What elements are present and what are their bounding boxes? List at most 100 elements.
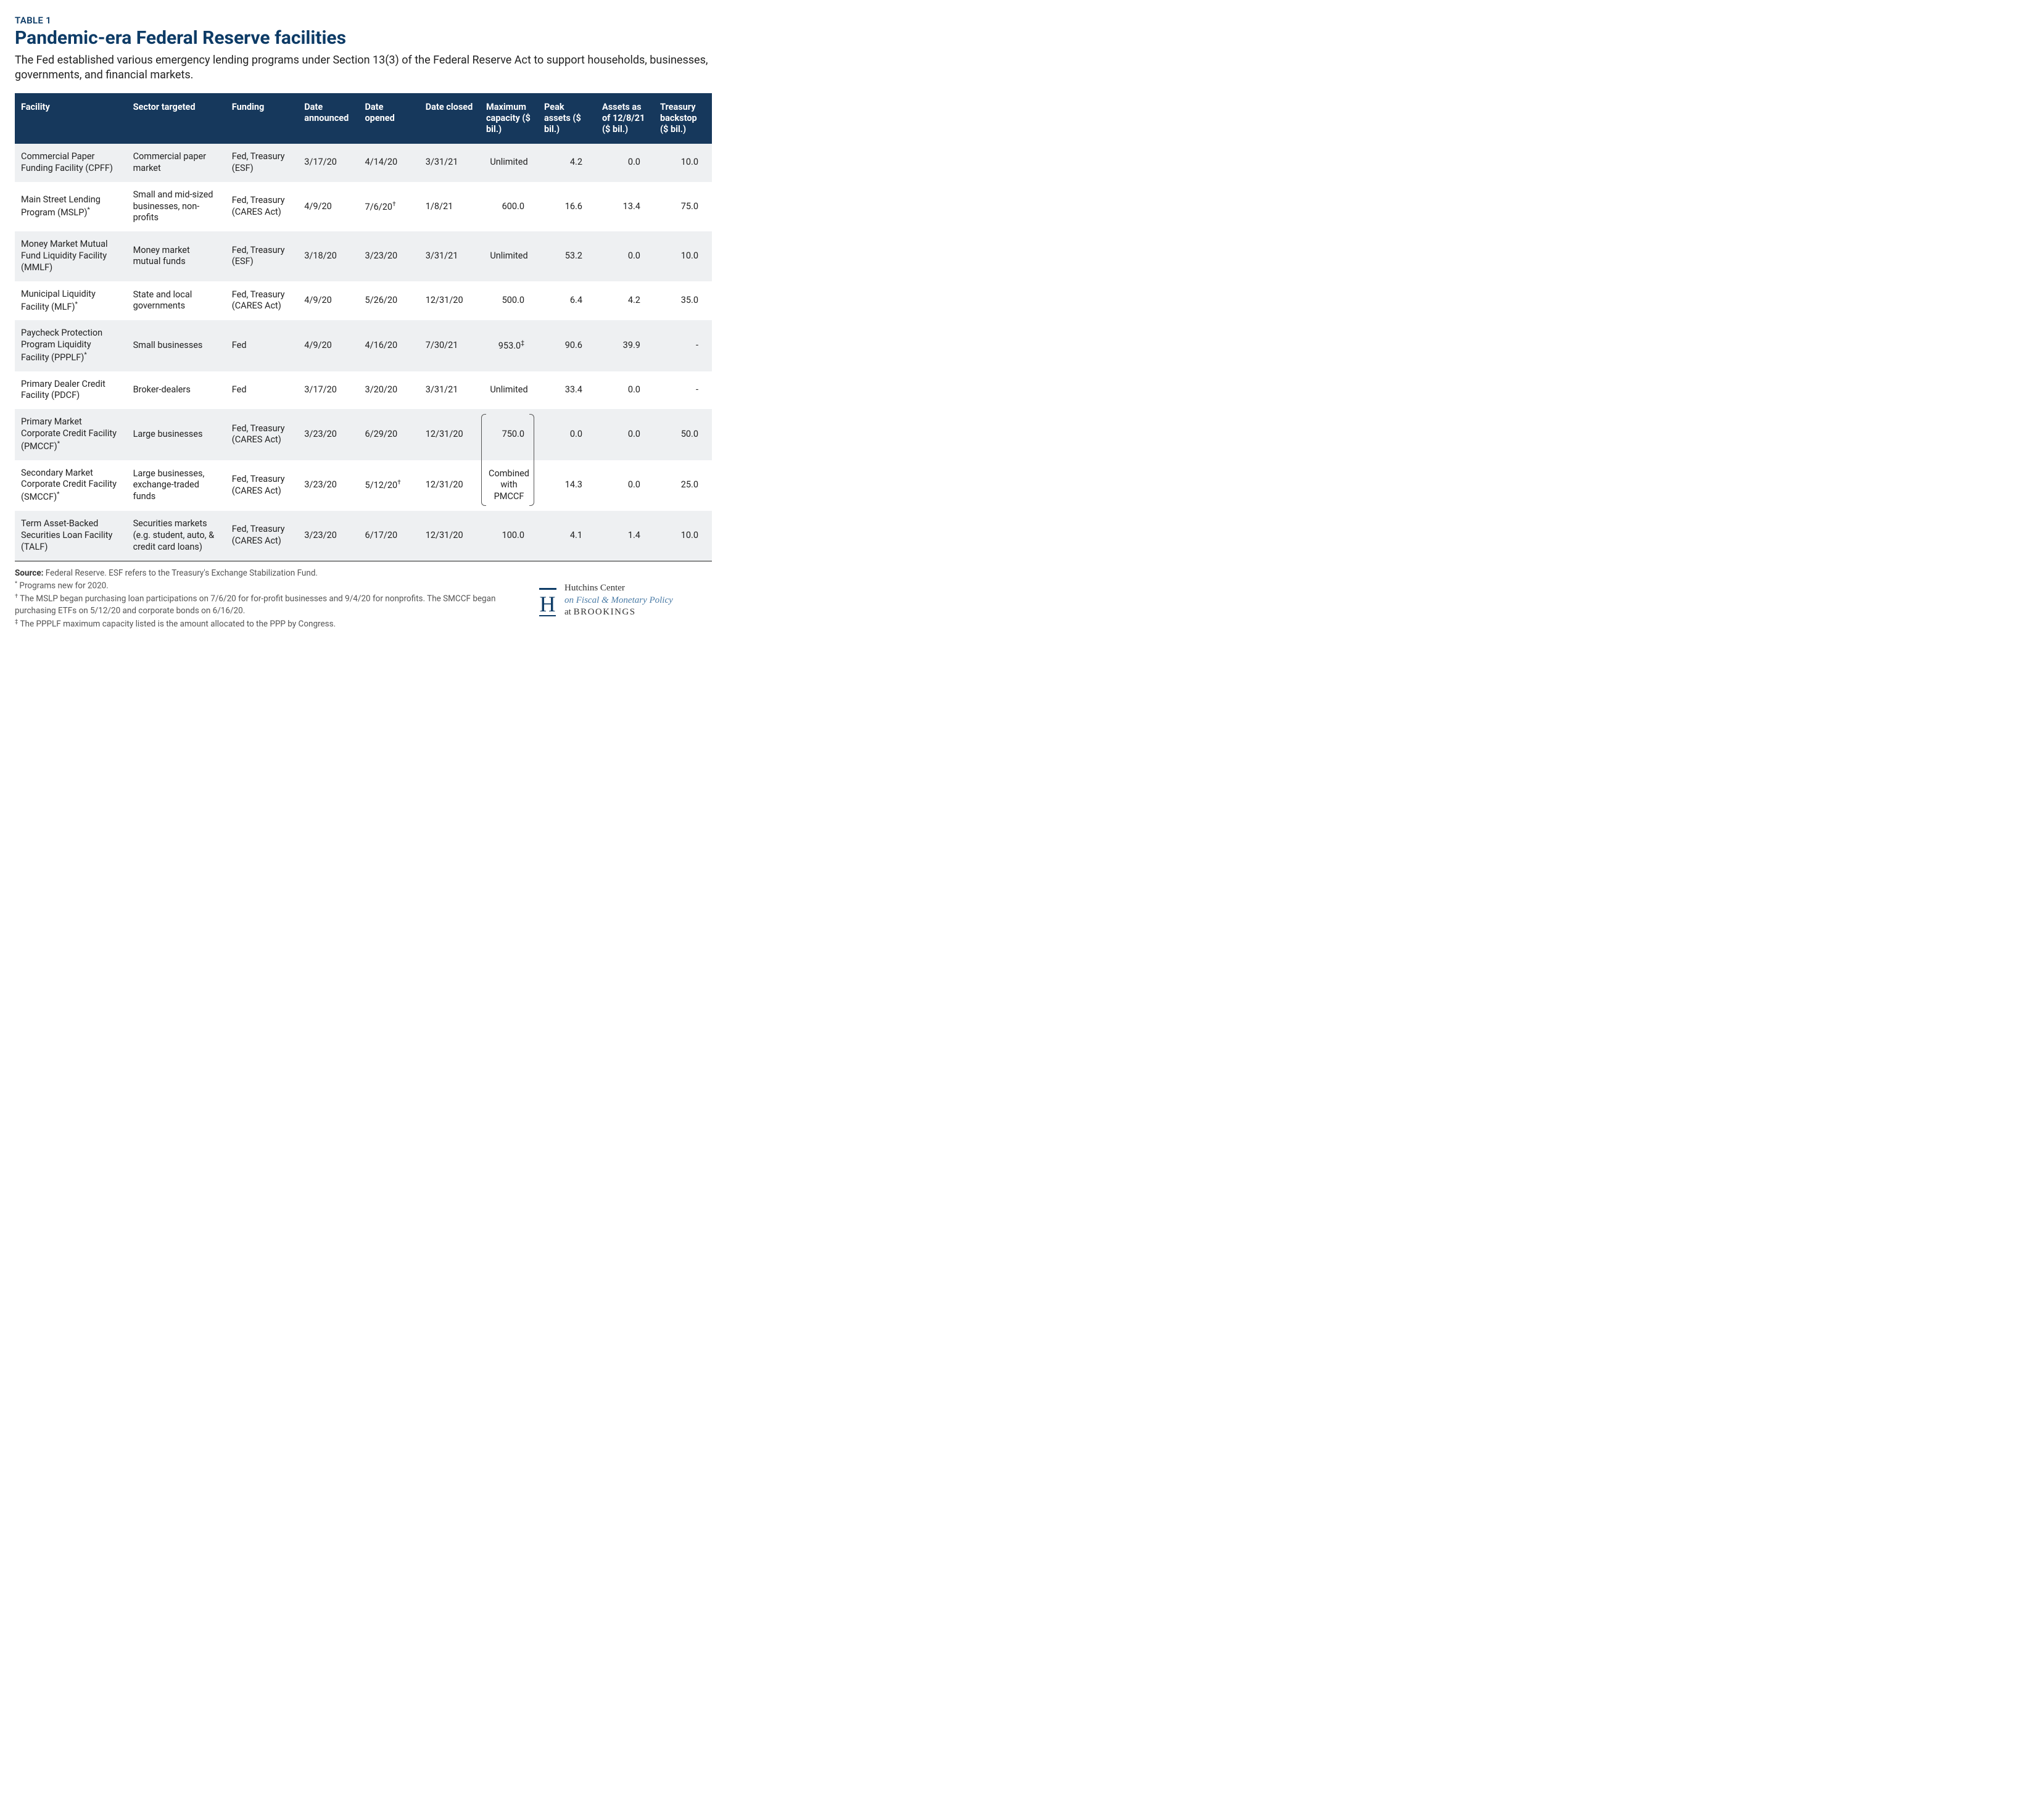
source-line: Source: Federal Reserve. ESF refers to t… (15, 568, 521, 580)
footnote-2: † The MSLP began purchasing loan partici… (15, 592, 521, 618)
table-row: Term Asset-Backed Securities Loan Facili… (15, 511, 712, 561)
cell-assets: 4.2 (596, 281, 654, 321)
cell-announced: 3/18/20 (298, 231, 358, 281)
cell-opened: 6/17/20 (359, 511, 419, 561)
cell-facility: Paycheck Protection Program Liquidity Fa… (15, 320, 127, 371)
col-announced: Date announced (298, 93, 358, 144)
footer: Source: Federal Reserve. ESF refers to t… (15, 568, 712, 631)
cell-peak: 4.1 (538, 511, 596, 561)
source-text: Federal Reserve. ESF refers to the Treas… (43, 568, 318, 578)
brand-text: Hutchins Center on Fiscal & Monetary Pol… (564, 582, 673, 619)
cell-facility: Term Asset-Backed Securities Loan Facili… (15, 511, 127, 561)
table-row: Money Market Mutual Fund Liquidity Facil… (15, 231, 712, 281)
cell-facility: Commercial Paper Funding Facility (CPFF) (15, 144, 127, 182)
cell-announced: 3/23/20 (298, 460, 358, 511)
cell-funding: Fed (226, 371, 298, 410)
cell-sector: Securities markets (e.g. student, auto, … (127, 511, 226, 561)
cell-funding: Fed, Treasury (CARES Act) (226, 511, 298, 561)
cell-backstop: - (654, 371, 712, 410)
cell-sector: Money market mutual funds (127, 231, 226, 281)
cell-opened: 5/26/20 (359, 281, 419, 321)
facilities-table: Facility Sector targeted Funding Date an… (15, 93, 712, 561)
cell-assets: 0.0 (596, 231, 654, 281)
cell-maxcap: 600.0 (480, 182, 538, 232)
cell-maxcap: 953.0‡ (480, 320, 538, 371)
cell-backstop: 35.0 (654, 281, 712, 321)
cell-opened: 5/12/20† (359, 460, 419, 511)
col-backstop: Treasury backstop ($ bil.) (654, 93, 712, 144)
brand-line-2: on Fiscal & Monetary Policy (564, 595, 673, 607)
cell-funding: Fed, Treasury (ESF) (226, 144, 298, 182)
cell-facility: Primary Market Corporate Credit Facility… (15, 409, 127, 460)
table-label: TABLE 1 (15, 15, 712, 26)
page-title: Pandemic-era Federal Reserve facilities (15, 27, 712, 49)
cell-assets: 0.0 (596, 409, 654, 460)
cell-peak: 14.3 (538, 460, 596, 511)
cell-funding: Fed, Treasury (CARES Act) (226, 409, 298, 460)
cell-funding: Fed, Treasury (CARES Act) (226, 182, 298, 232)
source-label: Source: (15, 568, 43, 578)
cell-announced: 3/17/20 (298, 371, 358, 410)
brand-block: ▬▬▬ H Hutchins Center on Fiscal & Moneta… (539, 568, 712, 631)
col-assets: Assets as of 12/8/21 ($ bil.) (596, 93, 654, 144)
cell-sector: Small and mid-sized businesses, non-prof… (127, 182, 226, 232)
cell-assets: 0.0 (596, 460, 654, 511)
cell-maxcap: Combined with PMCCF (480, 460, 538, 511)
cell-backstop: 25.0 (654, 460, 712, 511)
cell-announced: 4/9/20 (298, 281, 358, 321)
cell-closed: 3/31/21 (419, 371, 480, 410)
cell-assets: 13.4 (596, 182, 654, 232)
cell-sector: Broker-dealers (127, 371, 226, 410)
page-subtitle: The Fed established various emergency le… (15, 53, 712, 83)
cell-sector: Large businesses (127, 409, 226, 460)
cell-facility: Primary Dealer Credit Facility (PDCF) (15, 371, 127, 410)
cell-funding: Fed (226, 320, 298, 371)
col-facility: Facility (15, 93, 127, 144)
cell-opened: 7/6/20† (359, 182, 419, 232)
cell-funding: Fed, Treasury (CARES Act) (226, 460, 298, 511)
cell-peak: 6.4 (538, 281, 596, 321)
cell-opened: 4/16/20 (359, 320, 419, 371)
table-row: Commercial Paper Funding Facility (CPFF)… (15, 144, 712, 182)
cell-funding: Fed, Treasury (CARES Act) (226, 281, 298, 321)
cell-peak: 0.0 (538, 409, 596, 460)
cell-closed: 3/31/21 (419, 231, 480, 281)
cell-maxcap: Unlimited (480, 371, 538, 410)
cell-sector: Commercial paper market (127, 144, 226, 182)
table-row: Municipal Liquidity Facility (MLF)*State… (15, 281, 712, 321)
cell-peak: 4.2 (538, 144, 596, 182)
table-row: Secondary Market Corporate Credit Facili… (15, 460, 712, 511)
table-row: Primary Market Corporate Credit Facility… (15, 409, 712, 460)
col-closed: Date closed (419, 93, 480, 144)
cell-assets: 0.0 (596, 371, 654, 410)
cell-facility: Secondary Market Corporate Credit Facili… (15, 460, 127, 511)
cell-opened: 6/29/20 (359, 409, 419, 460)
col-sector: Sector targeted (127, 93, 226, 144)
footnotes: Source: Federal Reserve. ESF refers to t… (15, 568, 521, 631)
cell-announced: 3/17/20 (298, 144, 358, 182)
cell-sector: Large businesses, exchange-traded funds (127, 460, 226, 511)
table-header-row: Facility Sector targeted Funding Date an… (15, 93, 712, 144)
cell-opened: 3/20/20 (359, 371, 419, 410)
brand-line-1: Hutchins Center (564, 582, 673, 595)
col-maxcap: Maximum capacity ($ bil.) (480, 93, 538, 144)
cell-backstop: 10.0 (654, 511, 712, 561)
cell-funding: Fed, Treasury (ESF) (226, 231, 298, 281)
table-row: Paycheck Protection Program Liquidity Fa… (15, 320, 712, 371)
table-row: Main Street Lending Program (MSLP)*Small… (15, 182, 712, 232)
cell-peak: 33.4 (538, 371, 596, 410)
table-body: Commercial Paper Funding Facility (CPFF)… (15, 144, 712, 561)
table-container: TABLE 1 Pandemic-era Federal Reserve fac… (15, 15, 712, 631)
cell-closed: 12/31/20 (419, 511, 480, 561)
cell-backstop: - (654, 320, 712, 371)
cell-opened: 3/23/20 (359, 231, 419, 281)
cell-announced: 4/9/20 (298, 182, 358, 232)
cell-backstop: 75.0 (654, 182, 712, 232)
cell-peak: 16.6 (538, 182, 596, 232)
cell-facility: Main Street Lending Program (MSLP)* (15, 182, 127, 232)
cell-closed: 3/31/21 (419, 144, 480, 182)
cell-announced: 3/23/20 (298, 409, 358, 460)
cell-peak: 90.6 (538, 320, 596, 371)
cell-maxcap: 500.0 (480, 281, 538, 321)
cell-closed: 1/8/21 (419, 182, 480, 232)
